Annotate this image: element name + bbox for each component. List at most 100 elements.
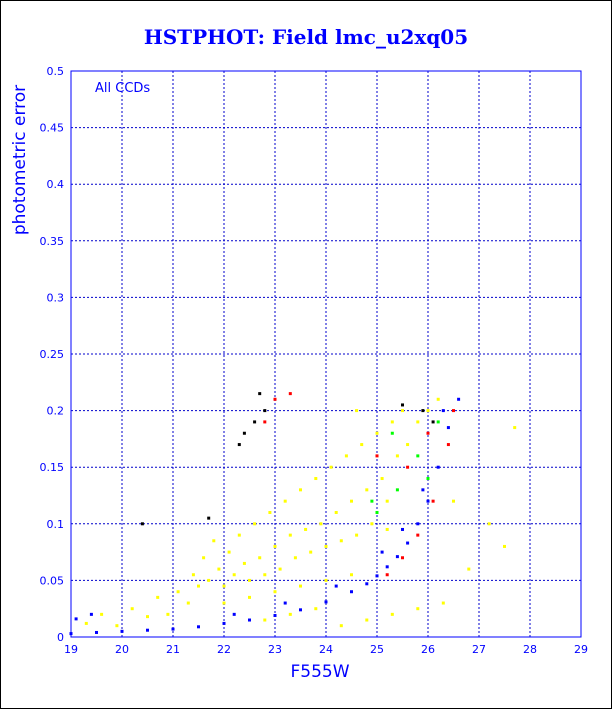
data-point	[232, 612, 236, 616]
data-point	[299, 584, 302, 588]
x-tick-label: 20	[115, 643, 129, 656]
data-point	[436, 465, 440, 469]
data-point	[268, 510, 272, 514]
data-point	[89, 612, 93, 616]
annotation-all-ccds: All CCDs	[95, 81, 150, 96]
data-point	[350, 573, 353, 577]
y-tick-label: 0	[57, 631, 64, 644]
data-point	[426, 409, 430, 413]
data-point	[273, 397, 277, 401]
plot-area	[70, 70, 582, 638]
data-point	[273, 613, 277, 617]
data-point	[385, 565, 389, 569]
data-point	[299, 488, 302, 492]
data-point	[115, 624, 119, 628]
data-point	[171, 627, 175, 631]
data-point	[222, 621, 226, 625]
data-point	[288, 392, 292, 396]
data-point	[304, 527, 308, 531]
data-point	[395, 488, 399, 492]
y-tick-label: 0.45	[40, 122, 65, 135]
data-point	[441, 601, 445, 605]
data-point	[248, 578, 251, 582]
data-point	[365, 488, 369, 492]
data-point	[452, 409, 455, 413]
data-point	[263, 618, 267, 622]
data-point	[217, 567, 221, 571]
tick-labels: 19 20 21 22 23 24 25 26 27 28 29 0 0.05 0.1 0.15 0.2 0.2…	[40, 65, 589, 656]
data-point	[513, 426, 517, 430]
data-point	[421, 488, 425, 492]
data-point	[237, 443, 241, 447]
data-point	[207, 578, 211, 582]
data-point	[467, 567, 471, 571]
data-point	[186, 601, 190, 605]
data-point	[406, 465, 410, 469]
data-point	[334, 510, 338, 514]
data-point	[324, 578, 328, 582]
data-point	[426, 431, 430, 435]
data-point	[426, 499, 430, 503]
data-point	[248, 618, 251, 622]
data-point	[263, 420, 267, 424]
data-point	[258, 556, 262, 560]
data-point	[375, 431, 379, 435]
data-point	[197, 584, 200, 588]
data-point	[370, 522, 374, 526]
data-point	[487, 522, 491, 526]
data-point	[95, 630, 98, 634]
data-point	[263, 409, 267, 413]
x-tick-label: 27	[472, 643, 486, 656]
data-point	[120, 629, 124, 633]
data-point	[202, 556, 206, 560]
x-axis-label: F555W	[290, 662, 349, 682]
data-point	[100, 612, 104, 616]
data-point	[370, 499, 374, 503]
y-tick-label: 0.5	[47, 65, 65, 78]
data-point	[401, 556, 404, 560]
data-point	[146, 628, 149, 632]
data-point	[329, 465, 333, 469]
data-point	[293, 556, 297, 560]
data-point	[242, 431, 246, 435]
data-point	[416, 533, 420, 537]
data-point	[395, 555, 399, 559]
data-point	[446, 443, 450, 447]
y-tick-label: 0.1	[47, 518, 65, 531]
data-point	[416, 607, 420, 611]
data-point	[350, 499, 353, 503]
data-point	[375, 454, 379, 458]
data-point	[355, 533, 359, 537]
data-point	[253, 522, 257, 526]
data-point	[416, 522, 420, 526]
chart-title: HSTPHOT: Field lmc_u2xq05	[144, 25, 468, 49]
data-point	[406, 443, 410, 447]
y-tick-label: 0.35	[40, 235, 65, 248]
x-tick-label: 21	[166, 643, 180, 656]
data-point	[344, 454, 348, 458]
data-point	[365, 582, 369, 586]
data-point	[436, 397, 440, 401]
x-tick-label: 23	[268, 643, 282, 656]
y-tick-label: 0.25	[40, 348, 65, 361]
data-point	[84, 621, 88, 625]
y-axis-label: photometric error	[10, 85, 30, 235]
data-point	[263, 573, 267, 577]
data-point	[441, 409, 445, 413]
grid-lines	[71, 71, 581, 637]
data-point	[457, 397, 461, 401]
x-tick-label: 24	[319, 643, 333, 656]
data-point	[431, 420, 435, 424]
data-point	[385, 573, 389, 577]
data-point	[436, 420, 440, 424]
data-point	[360, 443, 364, 447]
data-point	[416, 454, 420, 458]
x-tick-label: 25	[370, 643, 384, 656]
data-point	[156, 595, 160, 599]
data-point	[375, 574, 379, 578]
data-point	[350, 590, 353, 594]
data-point	[380, 550, 384, 554]
data-point	[146, 615, 149, 619]
